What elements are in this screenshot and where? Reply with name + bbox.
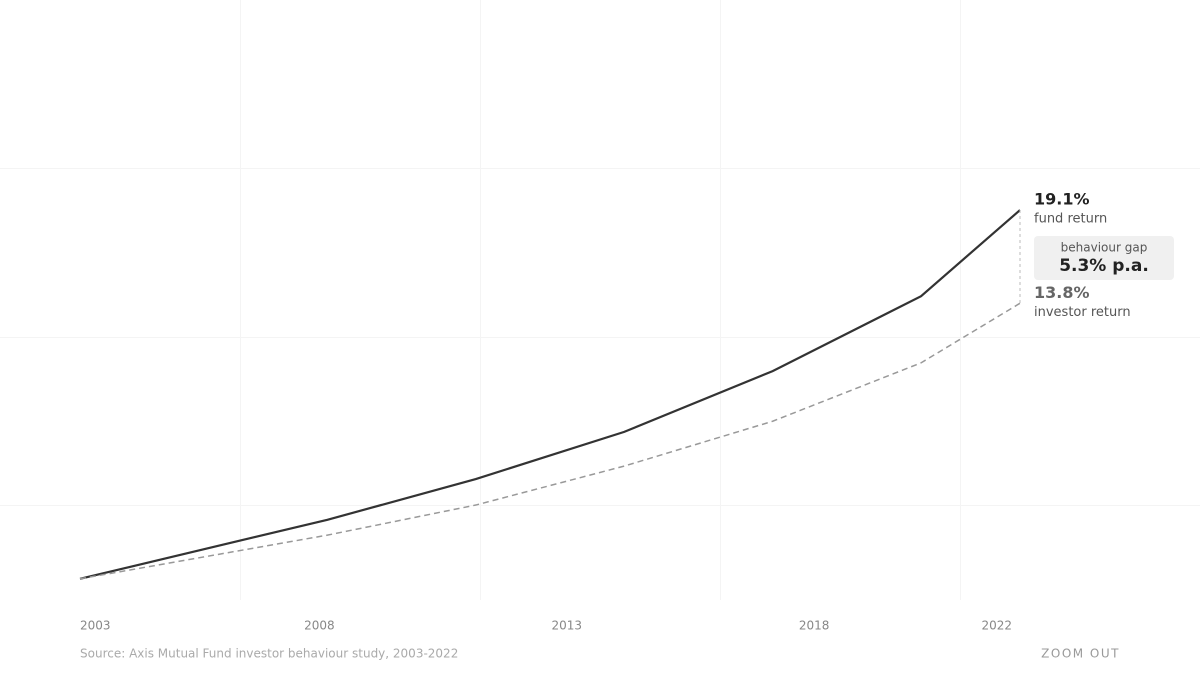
end-value-label: 19.1% bbox=[1034, 190, 1090, 209]
x-tick-label: 2008 bbox=[304, 619, 335, 633]
series-line bbox=[79, 209, 1021, 580]
zoom-out-button[interactable]: ZOOM OUT bbox=[1041, 647, 1120, 661]
gap-box bbox=[1034, 236, 1174, 280]
source: Source: Axis Mutual Fund investor behavi… bbox=[80, 647, 458, 661]
end-value-label: 13.8% bbox=[1034, 283, 1090, 302]
x-tick-label: 2003 bbox=[80, 619, 111, 633]
x-tick-label: 2013 bbox=[551, 619, 582, 633]
series-line bbox=[79, 302, 1021, 580]
x-tick-label: 2022 bbox=[981, 619, 1012, 633]
gap-title: behaviour gap bbox=[1061, 241, 1148, 255]
end-series-label: fund return bbox=[1034, 212, 1107, 227]
background-grid bbox=[0, 0, 1200, 600]
x-tick-label: 2018 bbox=[799, 619, 830, 633]
gap-value: 5.3% p.a. bbox=[1059, 256, 1149, 276]
end-series-label: investor return bbox=[1034, 305, 1131, 320]
